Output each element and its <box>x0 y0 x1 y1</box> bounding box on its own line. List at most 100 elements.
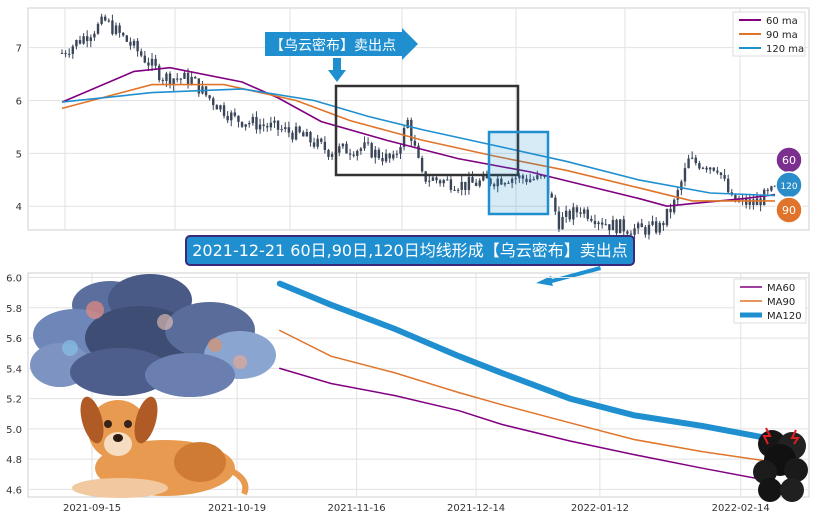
top-plot-area <box>27 7 810 231</box>
candle-body <box>215 105 219 110</box>
candle-body <box>374 149 377 158</box>
bottom-y-tick-label: 5.6 <box>6 334 22 345</box>
candle-body <box>752 199 755 206</box>
candle-body <box>611 219 615 231</box>
top-ma-line-120ma <box>61 88 776 197</box>
candle-body <box>269 122 273 128</box>
candle-body <box>341 143 345 147</box>
candle-body <box>208 95 211 99</box>
candle-body <box>230 112 233 121</box>
bottom-legend: MA60 MA90 MA120 <box>733 278 807 324</box>
candle-body <box>262 124 265 126</box>
candle-body <box>478 180 481 186</box>
candle-body <box>626 231 629 234</box>
candle-body <box>338 146 341 153</box>
candle-body <box>276 120 280 130</box>
candle-body <box>302 132 305 137</box>
candle-body <box>172 78 175 85</box>
bottom-y-tick-label: 4.6 <box>6 485 22 496</box>
top-ma-line-60ma <box>61 66 776 208</box>
candle-body <box>456 189 460 191</box>
candle-body <box>179 78 183 80</box>
candle-body <box>766 189 769 191</box>
candle-body <box>608 224 611 231</box>
candle-body <box>723 175 726 179</box>
candle-body <box>125 35 129 42</box>
candle-body <box>294 126 298 140</box>
cloud-icon <box>30 274 276 397</box>
legend-label-MA60: MA60 <box>767 283 795 294</box>
candle-body <box>280 129 283 131</box>
candle-body <box>575 207 579 213</box>
candle-body <box>312 142 316 147</box>
candle-body <box>93 33 96 38</box>
top-y-tick-label: 4 <box>16 202 22 213</box>
candle-body <box>366 142 370 144</box>
candle-body <box>147 62 150 66</box>
candle-body <box>748 199 751 205</box>
candle-body <box>402 127 406 148</box>
candle-body <box>183 72 186 79</box>
bottom-y-tick-label: 4.8 <box>6 455 22 466</box>
candle-body <box>557 211 561 230</box>
candle-body <box>525 178 528 183</box>
candle-body <box>86 36 89 42</box>
candle-body <box>579 212 582 214</box>
candle-body <box>629 233 633 235</box>
top-y-tick-label: 7 <box>16 44 22 55</box>
top-y-tick-label: 6 <box>16 97 22 108</box>
candle-body <box>482 175 485 181</box>
candle-body <box>78 40 82 44</box>
bottom-line-MA60 <box>279 367 776 483</box>
candle-body <box>564 210 568 217</box>
sell-point-callout: 【乌云密布】卖出点 <box>265 28 418 82</box>
candle-body <box>190 76 193 85</box>
candle-body <box>510 178 514 183</box>
candle-body <box>471 177 474 183</box>
candle-body <box>395 153 399 155</box>
candle-body <box>399 147 402 154</box>
candle-body <box>600 222 604 225</box>
candle-body <box>442 180 445 184</box>
candle-body <box>662 222 665 226</box>
candle-body <box>222 105 226 116</box>
bottom-y-tick-label: 6.0 <box>6 274 22 285</box>
candle-body <box>561 216 564 230</box>
candle-body <box>658 222 661 233</box>
candle-body <box>384 153 388 162</box>
candle-body <box>143 55 147 63</box>
candle-body <box>352 154 355 156</box>
candle-body <box>345 143 348 154</box>
callout-arrow-icon <box>328 58 346 82</box>
candle-body <box>100 16 103 24</box>
candle-body <box>690 157 694 159</box>
candle-body <box>683 168 687 182</box>
candle-body <box>460 181 463 190</box>
candle-body <box>698 163 701 169</box>
badge-90 <box>775 196 803 224</box>
candle-body <box>82 36 85 44</box>
candle-body <box>568 210 571 220</box>
candle-body <box>431 177 435 181</box>
candle-body <box>593 220 597 225</box>
candle-body <box>615 219 618 234</box>
bottom-line-MA90 <box>279 329 776 463</box>
bottom-y-tick-label: 5.8 <box>6 304 22 315</box>
candle-body <box>464 181 467 190</box>
top-legend: 60 ma 90 ma 120 ma <box>732 11 806 57</box>
badge-60-label: 60 <box>782 154 796 167</box>
candle-body <box>284 127 287 130</box>
candle-body <box>410 120 413 141</box>
candle-body <box>489 178 492 185</box>
candle-body <box>532 179 535 181</box>
candle-body <box>500 178 503 185</box>
candle-body <box>388 153 391 159</box>
candle-body <box>64 53 67 55</box>
candle-body <box>323 141 327 150</box>
candle-body <box>381 157 384 162</box>
candle-body <box>644 227 647 235</box>
sell-point-callout-text: 【乌云密布】卖出点 <box>270 37 396 54</box>
bottom-x-tick-label: 2022-01-12 <box>571 503 629 514</box>
candle-body <box>266 125 269 128</box>
